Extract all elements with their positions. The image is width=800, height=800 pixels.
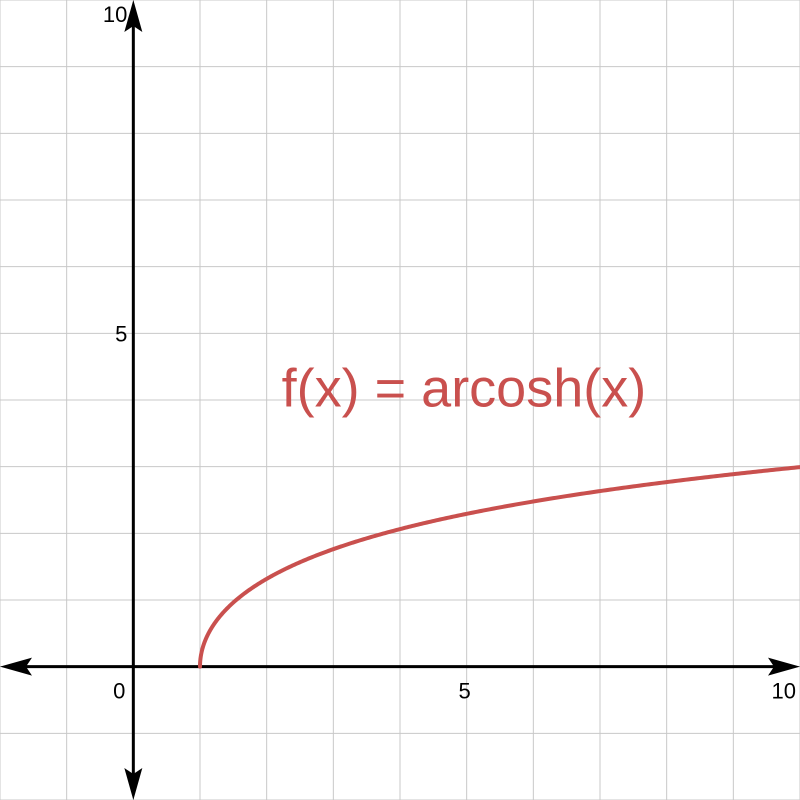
- function-label: f(x) = arcosh(x): [282, 359, 647, 419]
- y-tick-label: 10: [103, 2, 127, 27]
- y-axis-arrow-up: [124, 0, 143, 32]
- x-tick-label: 10: [772, 679, 796, 704]
- x-tick-label: 5: [459, 679, 471, 704]
- x-axis-arrow-right: [768, 657, 800, 676]
- series-line-arcosh: [198, 465, 800, 669]
- x-tick-label: 0: [113, 679, 125, 704]
- x-axis-arrow-left: [0, 657, 32, 676]
- annotations: f(x) = arcosh(x): [282, 359, 647, 419]
- y-axis-arrow-down: [124, 768, 143, 800]
- tick-labels: 0 5 10 5 10: [103, 2, 796, 704]
- series: [198, 465, 800, 669]
- y-tick-label: 5: [115, 321, 127, 346]
